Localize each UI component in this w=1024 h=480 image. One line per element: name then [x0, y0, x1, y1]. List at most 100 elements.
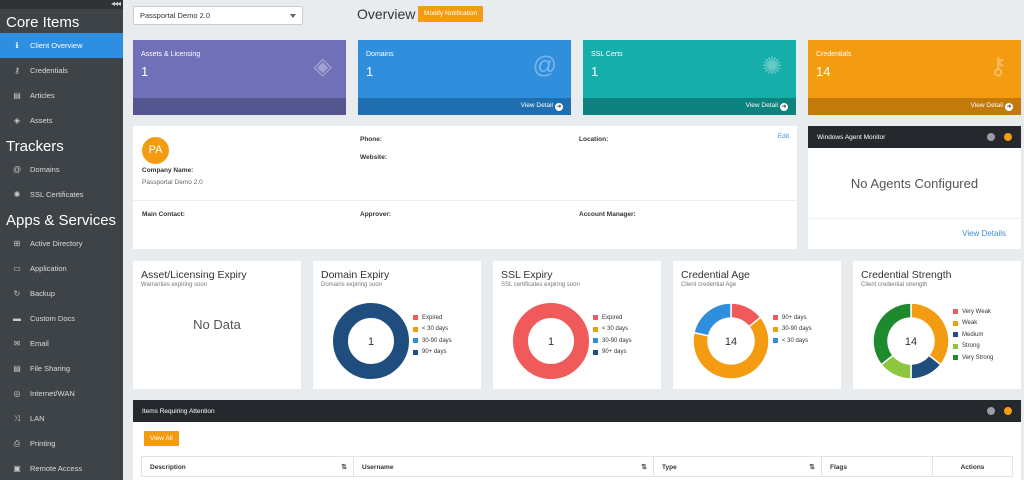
- legend-label: 90+ days: [602, 349, 627, 356]
- chart-title: Domain Expiry: [321, 269, 390, 281]
- stat-footer[interactable]: View Detail ➜: [808, 98, 1021, 115]
- sort-icon[interactable]: ⇅: [809, 464, 815, 471]
- legend-swatch: [953, 343, 958, 349]
- column-header-type[interactable]: Type ⇅: [654, 457, 822, 476]
- sidebar-item-backup[interactable]: ↻ Backup: [0, 281, 123, 306]
- donut-slice-30-90-days[interactable]: [692, 316, 770, 380]
- sidebar-item-lan[interactable]: ⤨ LAN: [0, 406, 123, 431]
- sidebar-item-remote-access[interactable]: ▣ Remote Access: [0, 456, 123, 480]
- sidebar-item-application[interactable]: ▭ Application: [0, 256, 123, 281]
- sort-icon[interactable]: ⇅: [341, 464, 347, 471]
- legend-label: 30-90 days: [602, 337, 632, 344]
- refresh-icon[interactable]: [987, 407, 995, 415]
- donut-slice-expired[interactable]: [513, 303, 589, 379]
- donut-slice-30-days[interactable]: [693, 302, 732, 337]
- sidebar-item-file-sharing[interactable]: ▤ File Sharing: [0, 356, 123, 381]
- column-header-username[interactable]: Username ⇅: [354, 457, 654, 476]
- legend-item[interactable]: Medium: [953, 329, 993, 341]
- sidebar-item-domains[interactable]: @ Domains: [0, 157, 123, 182]
- chart-card-credential-strength: Credential Strength Client credential st…: [853, 261, 1021, 389]
- view-detail-link[interactable]: View Detail: [745, 102, 778, 109]
- legend-item[interactable]: 30-90 days: [593, 335, 632, 347]
- refresh-icon: ↻: [13, 289, 21, 298]
- legend-label: < 30 days: [602, 326, 629, 333]
- arrow-right-icon: ➜: [780, 103, 788, 111]
- chart-title: Credential Age: [681, 269, 750, 281]
- legend-item[interactable]: 30-90 days: [773, 324, 812, 336]
- sort-icon[interactable]: ⇅: [641, 464, 647, 471]
- legend-item[interactable]: 90+ days: [593, 347, 632, 359]
- chart-card-domain-expiry: Domain Expiry Domains expiring soon 1 Ex…: [313, 261, 481, 389]
- view-all-button[interactable]: View All: [144, 431, 179, 446]
- stat-card-domains[interactable]: Domains 1 @ View Detail ➜: [358, 40, 571, 115]
- legend-item[interactable]: 90+ days: [773, 312, 812, 324]
- sidebar-item-client-overview[interactable]: ℹ Client Overview: [0, 33, 123, 58]
- legend-item[interactable]: Expired: [593, 312, 632, 324]
- legend-label: < 30 days: [422, 326, 449, 333]
- sidebar-item-label: Active Directory: [30, 239, 83, 248]
- view-detail-link[interactable]: View Detail: [970, 102, 1003, 109]
- sidebar-item-printing[interactable]: ⎙ Printing: [0, 431, 123, 456]
- view-detail-link[interactable]: View Detail: [520, 102, 553, 109]
- legend-item[interactable]: Weak: [953, 318, 993, 330]
- collapse-icon[interactable]: [1004, 407, 1012, 415]
- legend-item[interactable]: 90+ days: [413, 347, 452, 359]
- info-icon: ℹ: [15, 41, 19, 50]
- sidebar-item-assets[interactable]: ◈ Assets: [0, 108, 123, 133]
- chart-subtitle: SSL certificates expiring soon: [501, 282, 580, 288]
- sidebar-item-internet-wan[interactable]: ◎ Internet/WAN: [0, 381, 123, 406]
- stat-value: 1: [141, 64, 149, 79]
- column-header-flags: Flags: [822, 457, 933, 476]
- legend-item[interactable]: < 30 days: [593, 324, 632, 336]
- company-info-panel: PA Company Name: Passportal Demo 2.0 Pho…: [133, 126, 797, 249]
- legend-swatch: [593, 338, 598, 344]
- sidebar-item-label: Backup: [30, 289, 56, 298]
- donut-center-value: 14: [905, 336, 917, 348]
- stat-value: 1: [591, 64, 599, 79]
- phone-label: Phone:: [360, 136, 383, 143]
- sidebar-item-articles[interactable]: ▤ Articles: [0, 83, 123, 108]
- donut-center-value: 1: [548, 336, 554, 348]
- sidebar-item-label: Printing: [30, 439, 56, 448]
- legend-item[interactable]: 30-90 days: [413, 335, 452, 347]
- legend-label: Weak: [962, 320, 978, 327]
- refresh-icon[interactable]: [987, 133, 995, 141]
- stat-card-assets-licensing[interactable]: Assets & Licensing 1 ◈: [133, 40, 346, 115]
- sidebar-item-custom-docs[interactable]: ▬ Custom Docs: [0, 306, 123, 331]
- at-icon: @: [12, 165, 22, 174]
- sidebar-item-credentials[interactable]: ⚷ Credentials: [0, 58, 123, 83]
- client-select[interactable]: Passportal Demo 2.0: [133, 6, 303, 25]
- sidebar-item-email[interactable]: ✉ Email: [0, 331, 123, 356]
- sidebar-item-ssl-certificates[interactable]: ✺ SSL Certificates: [0, 182, 123, 207]
- edit-link[interactable]: Edit: [777, 133, 789, 140]
- legend-item[interactable]: Strong: [953, 341, 993, 353]
- legend-item[interactable]: < 30 days: [413, 324, 452, 336]
- stat-footer[interactable]: View Detail ➜: [583, 98, 796, 115]
- collapse-sidebar-icon[interactable]: ◂◂◂: [110, 0, 121, 8]
- stat-card-ssl-certs[interactable]: SSL Certs 1 ✺ View Detail ➜: [583, 40, 796, 115]
- legend-item[interactable]: Expired: [413, 312, 452, 324]
- sidebar-section-title: Core Items: [6, 14, 80, 31]
- legend-item[interactable]: < 30 days: [773, 335, 812, 347]
- donut-slice-very-strong[interactable]: [872, 302, 912, 366]
- donut-slice-90-days[interactable]: [333, 303, 409, 379]
- sidebar-item-label: Assets: [30, 116, 53, 125]
- column-header-actions: Actions: [960, 464, 985, 471]
- legend-swatch: [953, 355, 958, 361]
- file-icon: ▤: [13, 364, 21, 373]
- collapse-icon[interactable]: [1004, 133, 1012, 141]
- legend-label: 30-90 days: [782, 326, 812, 333]
- legend-item[interactable]: Very Weak: [953, 306, 993, 318]
- file-icon: ▤: [13, 91, 21, 100]
- cubes-icon: ◈: [13, 116, 21, 125]
- legend-label: Medium: [962, 331, 984, 338]
- stat-card-credentials[interactable]: Credentials 14 ⚷ View Detail ➜: [808, 40, 1021, 115]
- legend-item[interactable]: Very Strong: [953, 352, 993, 364]
- shuffle-icon: ⤨: [13, 413, 21, 423]
- sidebar-section-title: Trackers: [6, 138, 64, 155]
- sidebar-item-active-directory[interactable]: ⊞ Active Directory: [0, 231, 123, 256]
- modify-notification-button[interactable]: Modify Notification: [418, 6, 484, 22]
- stat-footer[interactable]: View Detail ➜: [358, 98, 571, 115]
- column-header-description[interactable]: Description ⇅: [142, 457, 354, 476]
- view-details-link[interactable]: View Details: [962, 229, 1006, 238]
